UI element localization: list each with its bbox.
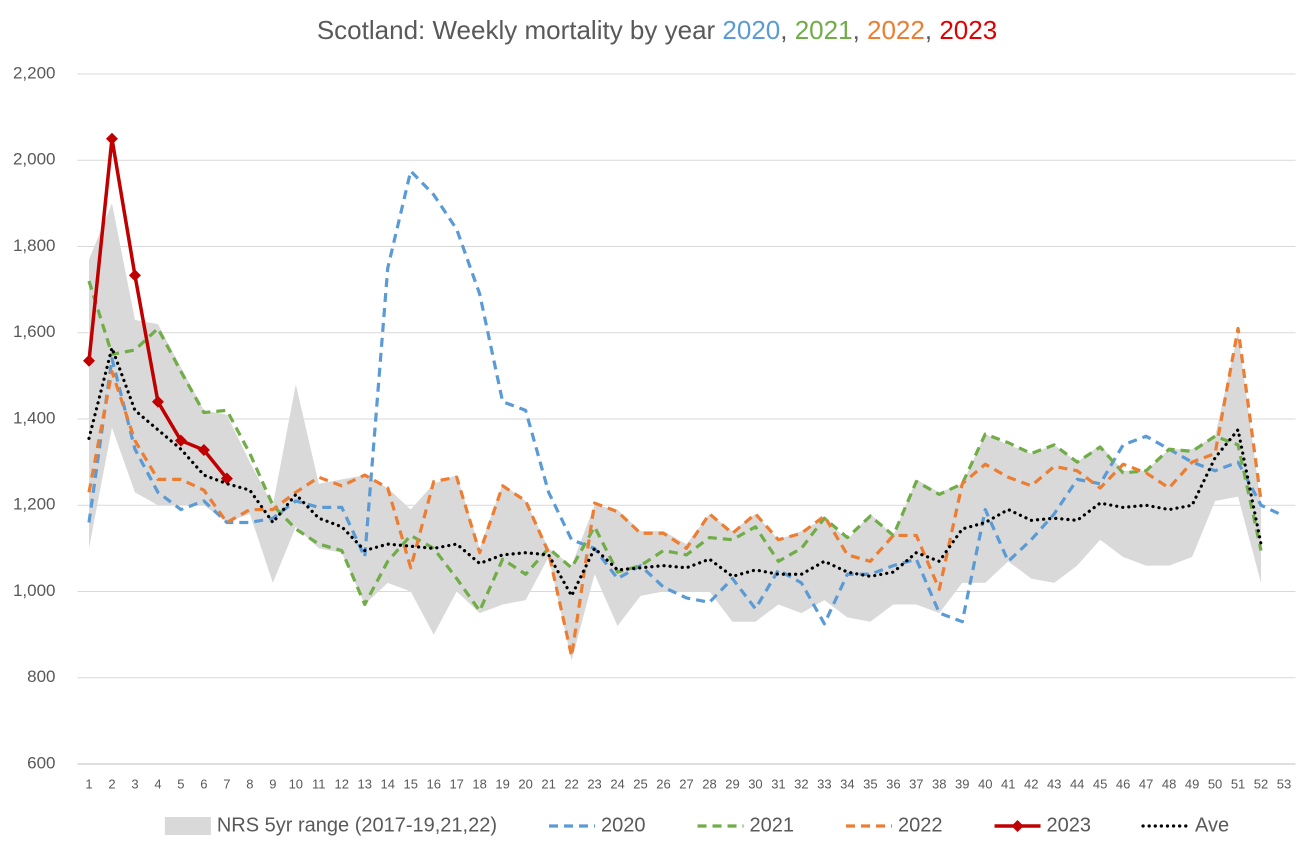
- title-segment: ,: [925, 15, 939, 45]
- x-tick-label: 4: [154, 776, 161, 791]
- x-tick-label: 50: [1208, 776, 1222, 791]
- x-tick-label: 51: [1231, 776, 1245, 791]
- x-tick-label: 5: [177, 776, 184, 791]
- legend-label: 2022: [898, 814, 943, 836]
- x-tick-label: 19: [495, 776, 509, 791]
- x-tick-label: 17: [449, 776, 463, 791]
- x-tick-label: 34: [840, 776, 854, 791]
- title-segment: 2022: [867, 15, 925, 45]
- x-tick-label: 12: [335, 776, 349, 791]
- legend-label: 2021: [750, 814, 795, 836]
- x-tick-label: 40: [978, 776, 992, 791]
- x-tick-label: 43: [1047, 776, 1061, 791]
- marker: [105, 132, 118, 145]
- x-tick-label: 41: [1001, 776, 1015, 791]
- y-tick-label: 2,200: [13, 63, 56, 82]
- x-tick-label: 44: [1070, 776, 1084, 791]
- x-tick-label: 48: [1162, 776, 1176, 791]
- marker: [174, 434, 187, 447]
- x-tick-label: 46: [1116, 776, 1130, 791]
- x-tick-label: 25: [633, 776, 647, 791]
- x-tick-label: 10: [289, 776, 303, 791]
- x-tick-label: 22: [564, 776, 578, 791]
- x-tick-label: 26: [656, 776, 670, 791]
- x-tick-label: 36: [886, 776, 900, 791]
- x-tick-label: 32: [794, 776, 808, 791]
- x-tick-label: 53: [1277, 776, 1291, 791]
- series-line: [87, 169, 1285, 626]
- x-tick-label: 52: [1254, 776, 1268, 791]
- x-tick-label: 47: [1139, 776, 1153, 791]
- legend-label: 2023: [1047, 814, 1092, 836]
- x-tick-label: 18: [472, 776, 486, 791]
- legend-label: 2020: [601, 814, 646, 836]
- title-segment: Scotland: Weekly mortality by year: [317, 15, 723, 45]
- x-tick-label: 49: [1185, 776, 1199, 791]
- x-tick-label: 2: [108, 776, 115, 791]
- x-tick-label: 3: [131, 776, 138, 791]
- series-line: [87, 280, 1263, 613]
- x-tick-label: 38: [932, 776, 946, 791]
- x-tick-label: 31: [771, 776, 785, 791]
- y-tick-label: 1,400: [13, 408, 56, 427]
- title-segment: 2021: [795, 15, 853, 45]
- x-tick-label: 30: [748, 776, 762, 791]
- x-tick-label: 8: [246, 776, 253, 791]
- x-tick-label: 24: [610, 776, 624, 791]
- title-segment: 2020: [722, 15, 780, 45]
- marker: [197, 444, 210, 457]
- x-tick-label: 16: [426, 776, 440, 791]
- y-tick-label: 2,000: [13, 150, 56, 169]
- chart-title: Scotland: Weekly mortality by year 2020,…: [317, 15, 997, 45]
- x-tick-label: 11: [312, 776, 326, 791]
- legend-label: NRS 5yr range (2017-19,21,22): [217, 814, 497, 836]
- y-tick-label: 800: [27, 667, 55, 686]
- y-tick-label: 1,800: [13, 236, 56, 255]
- marker: [128, 269, 141, 282]
- x-tick-label: 9: [269, 776, 276, 791]
- x-tick-label: 20: [518, 776, 532, 791]
- x-tick-label: 21: [541, 776, 555, 791]
- x-tick-label: 6: [200, 776, 207, 791]
- series-line: [87, 326, 1263, 658]
- marker: [151, 395, 164, 408]
- x-tick-label: 28: [702, 776, 716, 791]
- x-tick-label: 13: [358, 776, 372, 791]
- x-tick-label: 15: [403, 776, 417, 791]
- title-segment: ,: [853, 15, 867, 45]
- x-tick-label: 7: [223, 776, 230, 791]
- title-segment: ,: [780, 15, 794, 45]
- x-tick-label: 1: [85, 776, 92, 791]
- x-tick-label: 45: [1093, 776, 1107, 791]
- legend-label: Ave: [1195, 814, 1229, 836]
- x-tick-label: 35: [863, 776, 877, 791]
- x-tick-label: 23: [587, 776, 601, 791]
- y-tick-label: 1,200: [13, 495, 56, 514]
- x-tick-label: 27: [679, 776, 693, 791]
- y-tick-label: 1,600: [13, 322, 56, 341]
- x-tick-label: 37: [909, 776, 923, 791]
- legend-swatch: [164, 817, 211, 835]
- x-tick-label: 29: [725, 776, 739, 791]
- marker: [82, 354, 95, 367]
- series-line: [87, 346, 1263, 598]
- y-tick-label: 600: [27, 753, 55, 772]
- x-tick-label: 33: [817, 776, 831, 791]
- title-segment: 2023: [939, 15, 997, 45]
- x-tick-label: 42: [1024, 776, 1038, 791]
- y-tick-label: 1,000: [13, 581, 56, 600]
- x-tick-label: 14: [381, 776, 395, 791]
- legend-marker: [1011, 820, 1024, 832]
- x-tick-label: 39: [955, 776, 969, 791]
